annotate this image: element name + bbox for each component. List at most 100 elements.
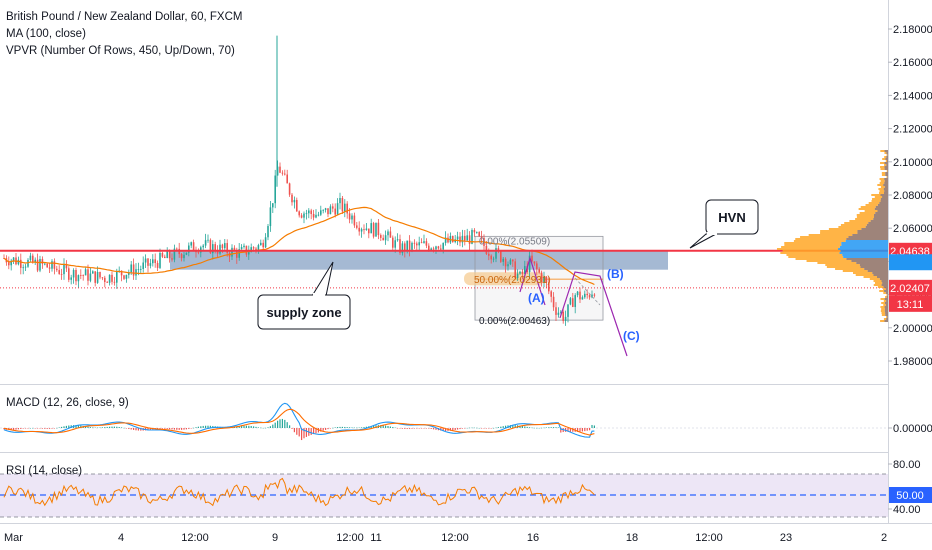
candle-body: [536, 263, 538, 270]
candle-body: [334, 208, 336, 215]
vp-bar-down: [838, 226, 866, 228]
vp-bar-up: [857, 232, 888, 234]
candle-body: [34, 259, 36, 263]
candle-body: [161, 252, 164, 257]
candle-body: [104, 277, 106, 283]
vp-bar-up: [875, 212, 888, 214]
macd-hist-bar: [320, 428, 322, 432]
vp-bar-down: [880, 320, 885, 322]
macd-hist-bar: [161, 428, 163, 429]
candle-body: [221, 244, 224, 249]
macd-hist-bar: [577, 428, 579, 432]
candle-body: [341, 197, 344, 212]
fib-mid-label: 50.00%(2.02931): [474, 275, 551, 286]
macd-hist-bar: [245, 425, 247, 428]
candle-body: [468, 235, 471, 244]
macd-hist-bar: [202, 425, 204, 428]
candle-body: [399, 239, 401, 253]
macd-hist-bar: [557, 427, 559, 428]
vp-bar-down: [885, 296, 887, 298]
macd-hist-bar: [17, 428, 19, 430]
candle-body: [356, 225, 358, 228]
candle-body: [214, 244, 216, 252]
candle-body: [315, 214, 317, 218]
macd-hist-bar: [32, 427, 34, 429]
candle-body: [476, 232, 478, 233]
candle-body: [365, 228, 368, 231]
vp-bar-down: [886, 176, 888, 178]
macd-signal-line: [3, 408, 595, 436]
vp-bar-up: [848, 236, 888, 238]
macd-hist-bar: [428, 428, 430, 429]
vp-bar-up: [886, 318, 888, 320]
candle-body: [58, 270, 60, 274]
vp-bar-up: [838, 248, 888, 250]
vp-bar-down: [868, 202, 880, 204]
candle-body: [106, 282, 108, 283]
macd-hist-bar: [27, 428, 29, 429]
candle-body: [51, 261, 53, 269]
candle-body: [327, 208, 329, 215]
macd-hist-bar: [262, 427, 264, 429]
candle-body: [152, 259, 154, 264]
candle-body: [442, 242, 444, 250]
candle-body: [396, 239, 399, 241]
candle-body: [24, 266, 27, 268]
candle-body: [116, 271, 118, 283]
vp-bar-up: [839, 246, 888, 248]
macd-hist-bar: [171, 428, 173, 430]
vp-bar-down: [844, 222, 869, 224]
hvn-callout-joint: [707, 232, 717, 235]
candle-body: [252, 247, 255, 249]
candle-body: [504, 258, 507, 267]
macd-tick-label: 0.00000: [893, 423, 932, 435]
macd-hist-bar: [85, 426, 87, 428]
candle-body: [569, 298, 572, 305]
candle-body: [320, 210, 322, 215]
vp-bar-down: [877, 286, 884, 288]
price-tick-label: 2.12000: [893, 124, 932, 136]
candle-body: [77, 275, 80, 282]
candle-body: [430, 248, 432, 251]
macd-hist-bar: [483, 428, 485, 429]
macd-hist-bar: [200, 426, 202, 428]
vp-bar-up: [885, 174, 888, 176]
macd-hist-bar: [267, 427, 269, 428]
macd-hist-bar: [106, 426, 108, 428]
macd-hist-bar: [128, 428, 130, 429]
vp-bar-up: [852, 234, 888, 236]
candle-body: [272, 203, 274, 208]
candle-body: [588, 295, 591, 298]
macd-hist-bar: [250, 426, 252, 428]
macd-legend: MACD (12, 26, close, 9): [6, 397, 129, 409]
candle-body: [192, 242, 195, 252]
candle-body: [519, 271, 521, 274]
fib-bottom-label: 0.00%(2.00463): [479, 316, 550, 327]
candle-body: [128, 272, 130, 275]
vp-bar-up: [879, 278, 888, 280]
vp-bar-down: [871, 200, 881, 202]
macd-hist-bar: [425, 428, 427, 429]
macd-hist-bar: [351, 427, 353, 428]
candle-body: [207, 239, 209, 241]
candle-body: [380, 235, 382, 238]
macd-hist-bar: [365, 426, 367, 428]
time-tick-label: 16: [527, 532, 539, 544]
vp-bar-up: [874, 216, 888, 218]
macd-hist-bar: [567, 428, 569, 432]
macd-hist-bar: [449, 428, 451, 431]
vp-bar-up: [887, 170, 888, 172]
vp-bar-up: [885, 314, 888, 316]
vp-bar-down: [873, 284, 882, 286]
macd-hist-bar: [70, 425, 72, 428]
candle-body: [149, 263, 152, 266]
macd-hist-bar: [113, 426, 115, 428]
candle-body: [130, 264, 132, 273]
candle-body: [555, 307, 557, 315]
macd-hist-bar: [101, 427, 103, 428]
candle-body: [101, 277, 104, 279]
macd-hist-bar: [545, 427, 547, 428]
macd-hist-bar: [77, 425, 79, 428]
time-tick-label: 11: [370, 532, 381, 544]
